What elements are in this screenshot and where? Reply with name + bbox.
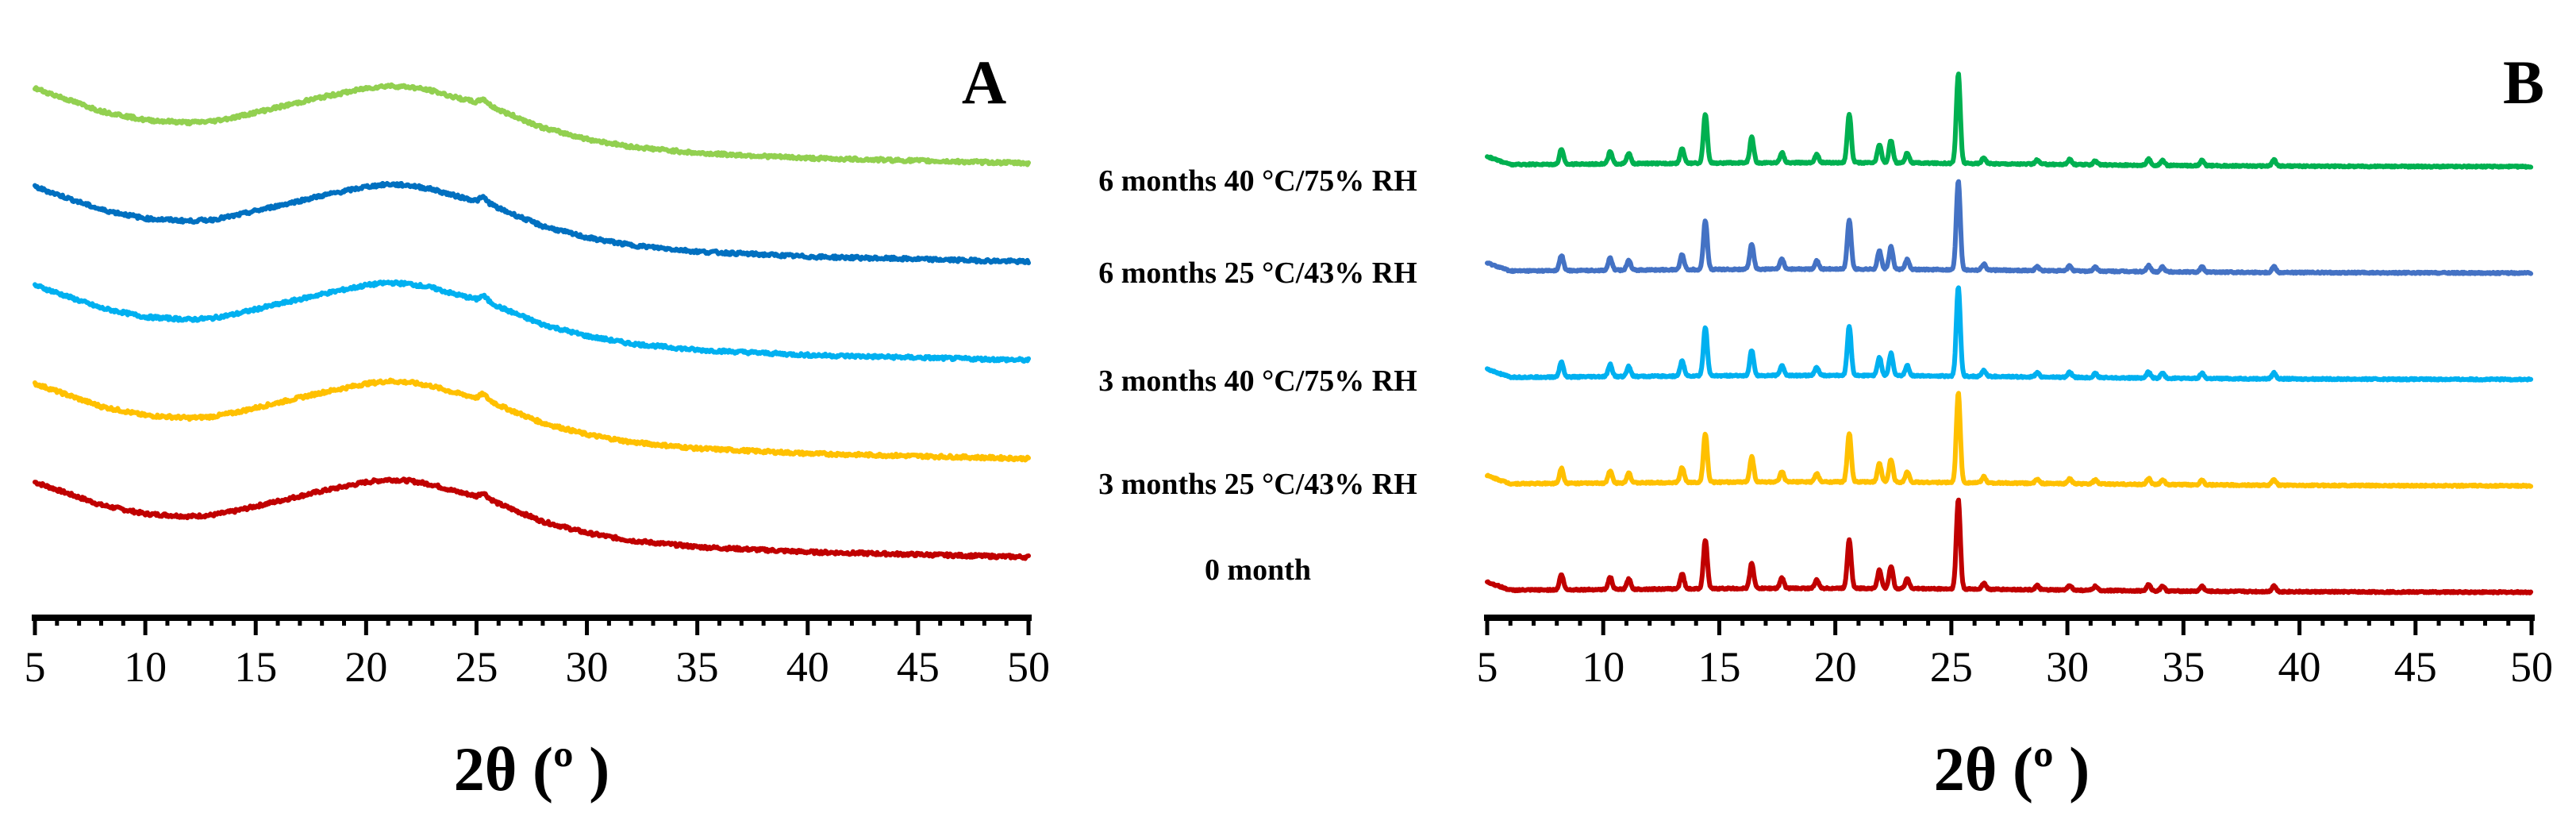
- panel-b-letter: B: [2503, 48, 2544, 117]
- panel-b-tick-label: 10: [1582, 643, 1624, 691]
- condition-labels: 0 month 3 months 25 °C/43% RH 3 months 40 …: [1098, 164, 1417, 587]
- panel-a-series-line: [33, 377, 1031, 463]
- panel-b-series-line: [1485, 285, 2534, 383]
- panel-b-tick-label: 5: [1477, 643, 1498, 691]
- panel-b: 5 10 15 20 25 30 35 40 45 50 B 2θ (º ): [1477, 48, 2554, 804]
- panel-a-tick-label: 35: [676, 643, 719, 691]
- panel-a-tick-label: 50: [1007, 643, 1050, 691]
- panel-a-x-ticks: 5 10 15 20 25 30 35 40 45 50: [25, 618, 1050, 691]
- panel-b-tick-label: 45: [2394, 643, 2437, 691]
- panel-a-series-line: [33, 180, 1031, 266]
- panel-a-tick-label: 25: [455, 643, 498, 691]
- panel-b-tick-label: 20: [1814, 643, 1857, 691]
- panel-a-tick-label: 40: [786, 643, 829, 691]
- panel-a-tick-label: 5: [25, 643, 46, 691]
- panel-a-letter: A: [962, 48, 1006, 117]
- panel-a-series-line: [33, 279, 1031, 364]
- condition-label: 3 months 40 °C/75% RH: [1098, 364, 1417, 398]
- panel-b-tick-label: 40: [2278, 643, 2321, 691]
- panel-a-tick-label: 30: [566, 643, 609, 691]
- panel-a-tick-label: 20: [344, 643, 387, 691]
- panel-a-tick-label: 15: [234, 643, 277, 691]
- panel-b-tick-label: 30: [2046, 643, 2089, 691]
- panel-a-x-axis-title: 2θ (º ): [454, 734, 609, 804]
- panel-b-x-axis-title: 2θ (º ): [1934, 734, 2090, 804]
- panel-b-series-line: [1485, 497, 2534, 596]
- panel-b-traces: [1485, 71, 2534, 596]
- panel-a-tick-label: 45: [897, 643, 940, 691]
- panel-a: 5 10 15 20 25 30 35 40 45 50 A 2θ (º ): [25, 48, 1051, 804]
- condition-label: 0 month: [1205, 553, 1311, 587]
- panel-b-tick-label: 50: [2510, 643, 2553, 691]
- panel-a-tick-label: 10: [124, 643, 167, 691]
- panel-b-series-line: [1485, 179, 2534, 276]
- panel-b-series-line: [1485, 391, 2534, 489]
- panel-b-tick-label: 35: [2162, 643, 2205, 691]
- panel-b-series-line: [1485, 71, 2534, 170]
- panel-b-x-ticks: 5 10 15 20 25 30 35 40 45 50: [1477, 618, 2553, 691]
- panel-a-series-line: [33, 476, 1031, 561]
- panel-a-traces: [33, 82, 1031, 561]
- panel-a-series-line: [33, 82, 1031, 168]
- condition-label: 3 months 25 °C/43% RH: [1098, 468, 1417, 501]
- panel-b-tick-label: 25: [1930, 643, 1973, 691]
- condition-label: 6 months 40 °C/75% RH: [1098, 164, 1417, 198]
- condition-label: 6 months 25 °C/43% RH: [1098, 256, 1417, 290]
- panel-b-tick-label: 15: [1697, 643, 1740, 691]
